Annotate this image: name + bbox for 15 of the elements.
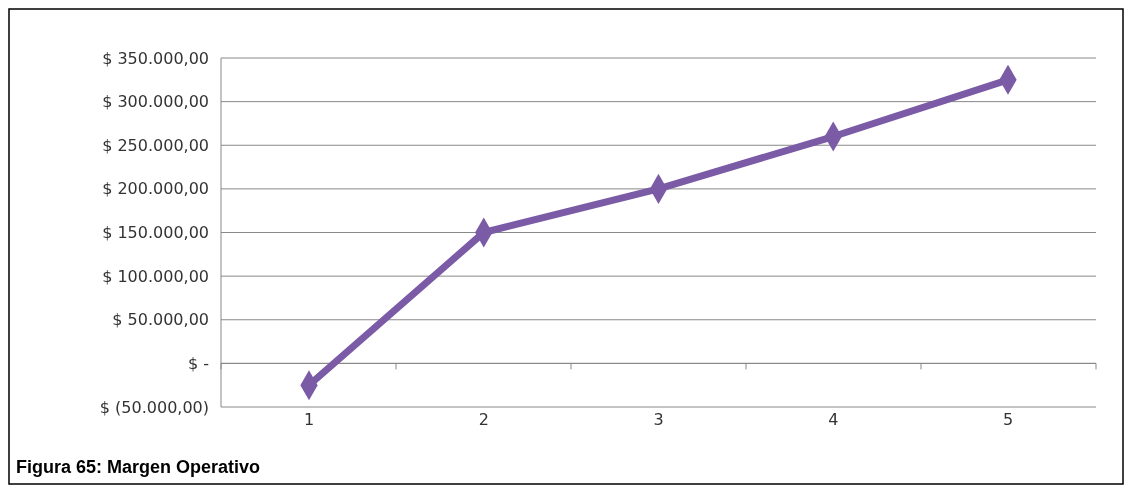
y-tick-label: $ (50.000,00) [99,397,209,417]
x-tick-label: 1 [303,409,315,429]
y-tick-label: $ 250.000,00 [102,135,209,155]
y-tick-label: $ 50.000,00 [112,310,209,330]
y-tick-label: $ 150.000,00 [102,223,209,243]
text: Figura 65: Margen Operativo [16,457,261,477]
y-tick-label: $ 100.000,00 [102,266,209,286]
x-tick-label: 3 [653,409,664,429]
x-tick-label: 5 [1002,409,1014,429]
y-tick-label: $ 300.000,00 [102,92,209,112]
y-tick-label: $ 350.000,00 [102,48,209,68]
x-tick-label: 2 [478,409,489,429]
y-tick-label: $ 200.000,00 [102,179,209,199]
y-tick-label: $ - [187,353,209,373]
x-tick-label: 4 [828,409,839,429]
